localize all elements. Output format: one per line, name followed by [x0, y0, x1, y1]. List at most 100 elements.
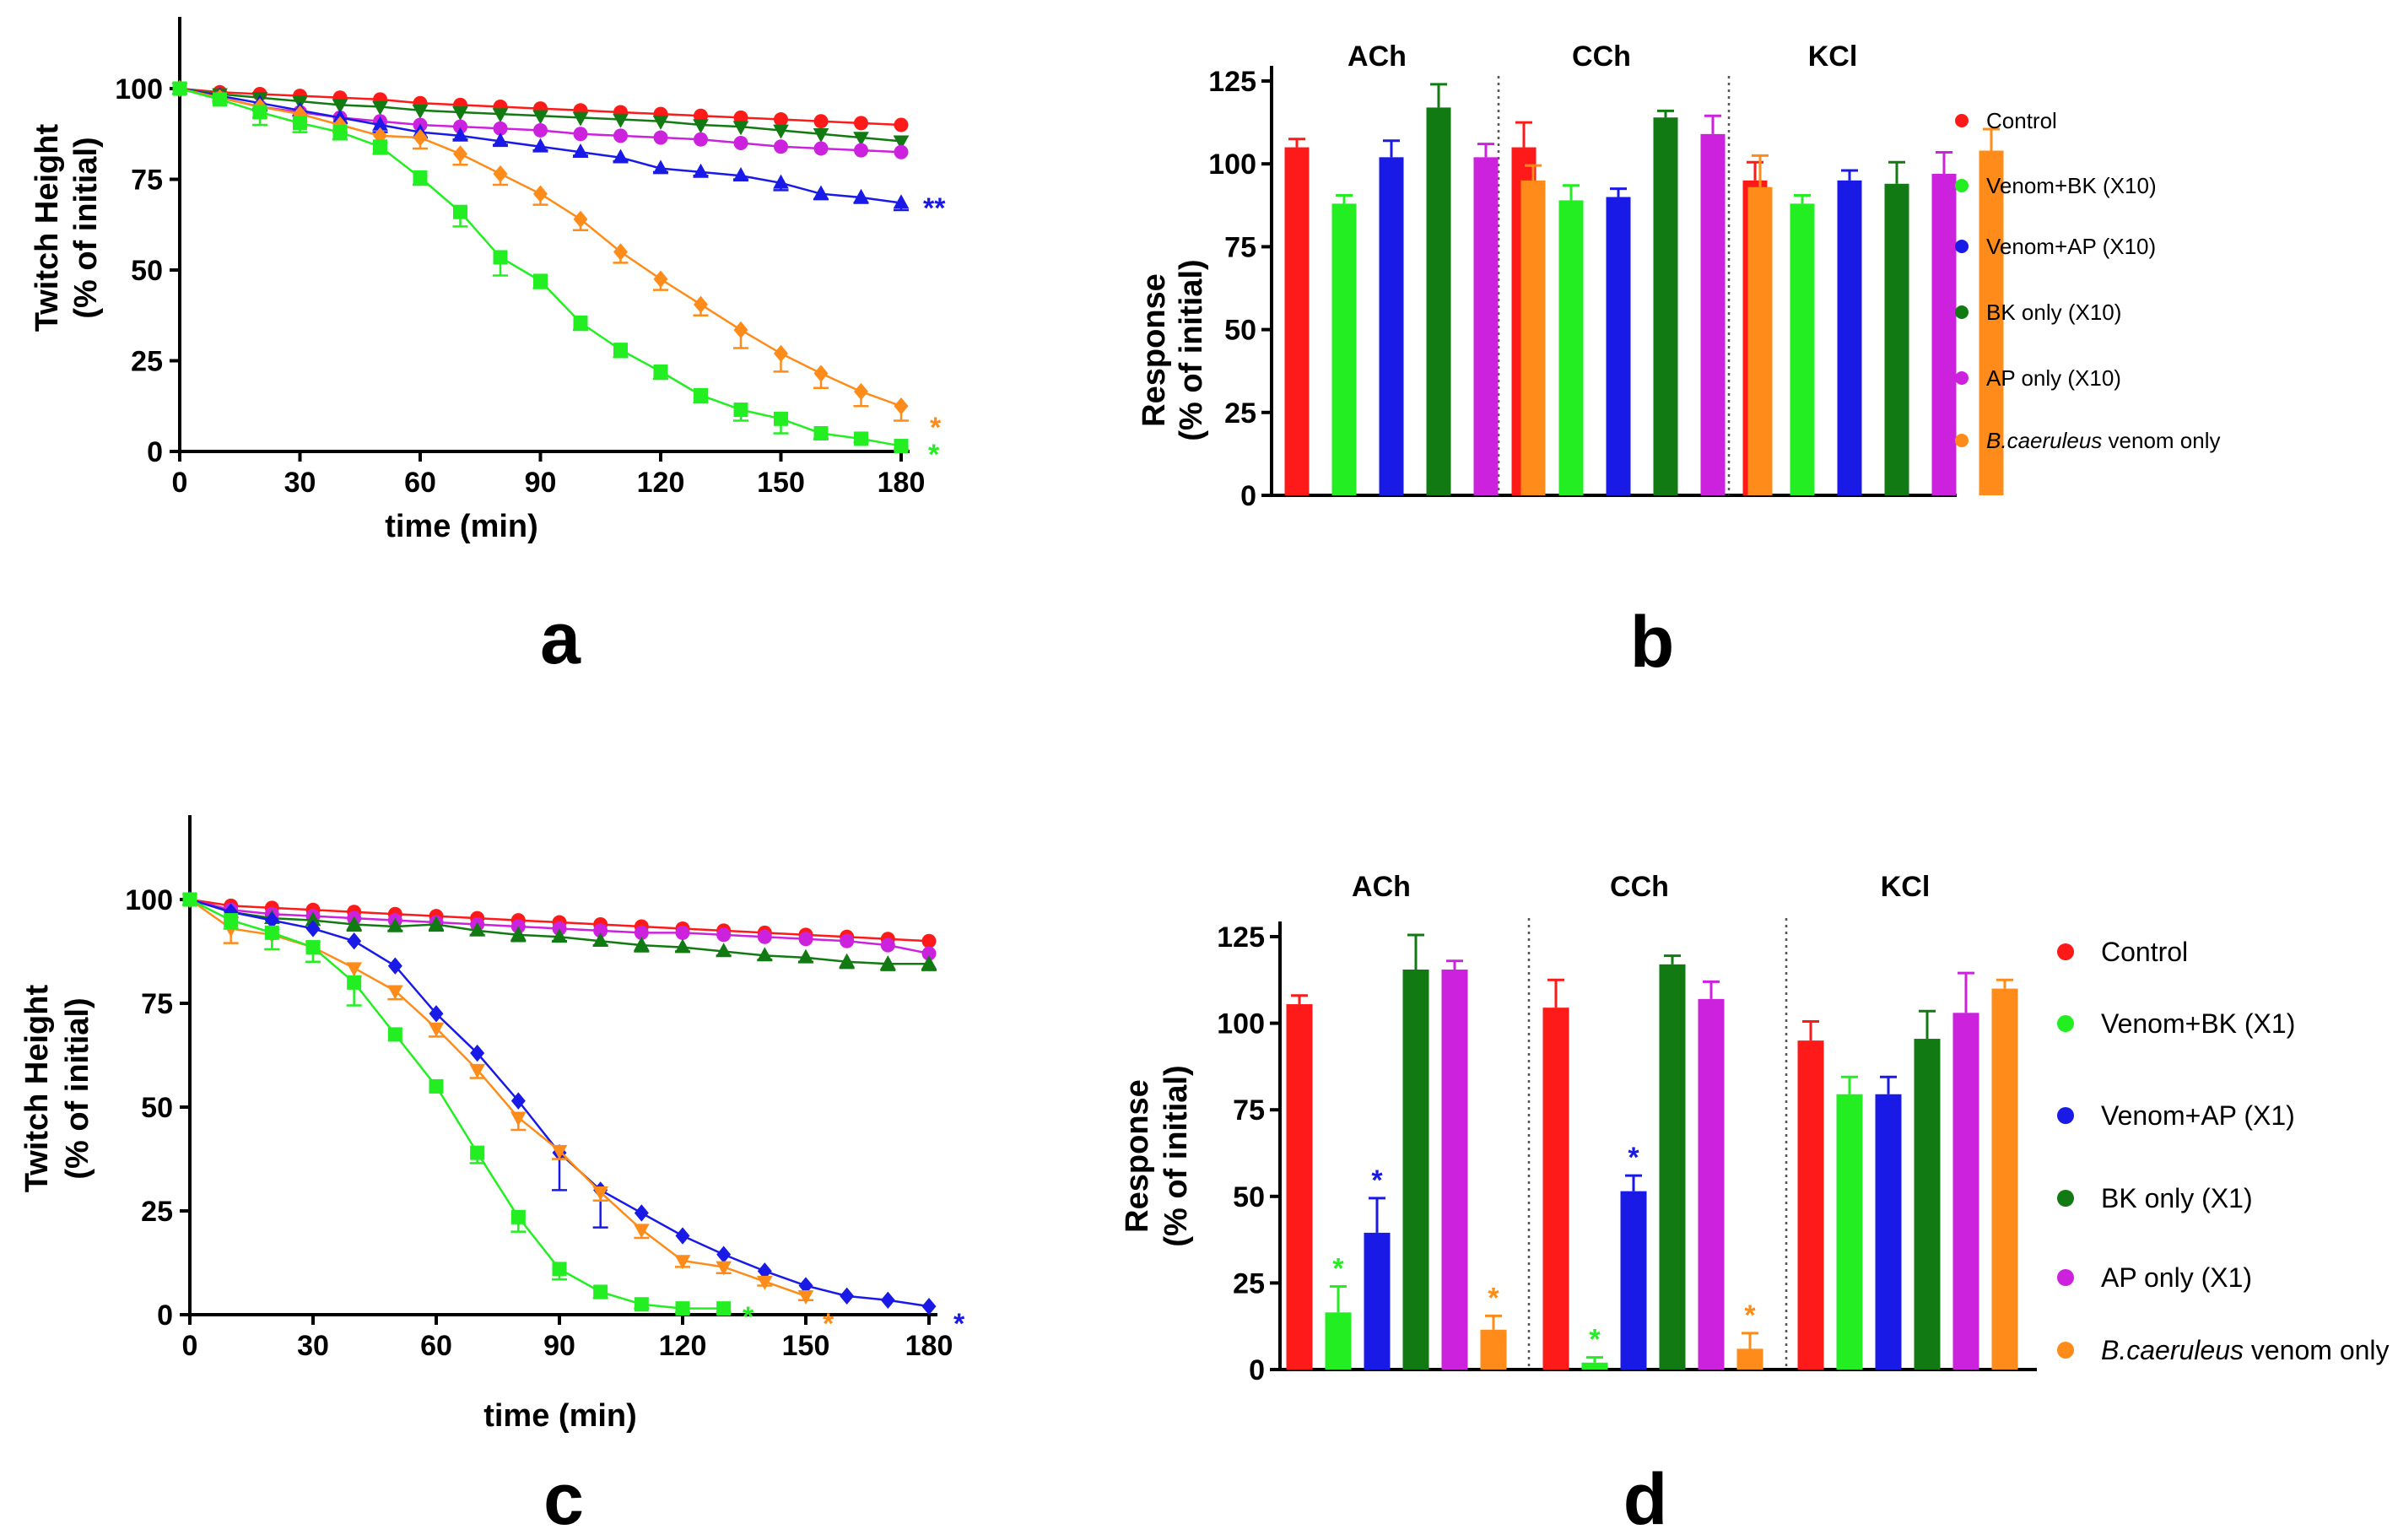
- panel-a-y-tick-label: 0: [147, 436, 163, 468]
- panel-c-data-point: [633, 1224, 650, 1239]
- panel-c-data-point: [264, 911, 279, 929]
- panel-c-significance-label: *: [743, 1301, 754, 1333]
- panel-a-data-point: [373, 139, 387, 154]
- panel-a-data-point: [372, 100, 388, 116]
- panel-c-data-point: [469, 1063, 486, 1078]
- panel-b-y-tick-label: 0: [1240, 480, 1256, 512]
- panel-c-data-point: [798, 1277, 813, 1294]
- panel-a-ylabel-line2: (% of initial): [68, 137, 104, 318]
- panel-a-data-point: [533, 185, 548, 203]
- panel-d-significance-label: *: [1589, 1324, 1601, 1356]
- panel-a-data-point: [774, 344, 788, 363]
- panel-c-data-point: [757, 1262, 772, 1280]
- panel-c-data-point: [674, 938, 691, 954]
- panel-d-bar: [1581, 1362, 1608, 1370]
- panel-a-series-4: [172, 79, 909, 422]
- panel-a-data-point: [813, 127, 829, 143]
- panel-a-data-point: [854, 116, 868, 131]
- panel-a-data-point: [332, 99, 348, 114]
- panel-a-data-point: [332, 109, 348, 124]
- panel-c-data-point: [592, 1186, 609, 1202]
- panel-b-bar: [1931, 173, 1957, 495]
- panel-c-x-tick-label: 60: [420, 1330, 452, 1362]
- panel-a-x-tick-label: 60: [404, 467, 436, 499]
- panel-d-y-tick-label: 125: [1217, 921, 1265, 954]
- panel-c-series-line: [189, 898, 930, 1308]
- panel-b-group-label: KCl: [1808, 41, 1858, 73]
- panel-d-bar: [1991, 988, 2018, 1370]
- panel-c-x-tick-label: 150: [782, 1330, 830, 1362]
- panel-c-data-point: [593, 1284, 608, 1300]
- panel-a-significance-label: *: [928, 439, 940, 471]
- panel-d-legend-marker: [2057, 1190, 2074, 1207]
- panel-b-legend-label-rest: venom only: [2102, 428, 2220, 453]
- panel-d-bar: [1952, 1013, 1979, 1370]
- panel-a-data-point: [773, 124, 789, 139]
- panel-c-data-point: [797, 948, 814, 964]
- panel-b-group-label: CCh: [1572, 41, 1631, 73]
- panel-c-data-point: [347, 975, 362, 990]
- panel-d-legend-label: Control: [2101, 937, 2188, 967]
- panel-c-series-line: [189, 898, 724, 1310]
- panel-a-data-point: [213, 92, 227, 107]
- panel-d-legend-marker: [2057, 1342, 2074, 1359]
- panel-a-data-point: [613, 113, 629, 128]
- panel-c-y-tick-label: 0: [157, 1300, 173, 1332]
- panel-a-data-point: [854, 143, 868, 158]
- panel-c-data-point: [880, 1291, 895, 1309]
- panel-a-series-5: [172, 81, 909, 454]
- panel-c-x-tick-label: 90: [543, 1330, 575, 1362]
- panel-b-y-tick-label: 75: [1224, 231, 1256, 263]
- panel-c-data-point: [634, 1297, 649, 1312]
- panel-c-ylabel-line2: (% of initial): [60, 997, 95, 1179]
- panel-b-y-tick-label: 125: [1208, 66, 1256, 98]
- panel-c-data-point: [633, 936, 650, 951]
- panel-a-data-point: [533, 273, 548, 289]
- panel-d-bar: [1797, 1040, 1824, 1370]
- panel-a-data-point: [653, 364, 668, 379]
- panel-c-data-point: [305, 940, 321, 955]
- panel-a-data-point: [453, 145, 467, 163]
- panel-a-data-point: [532, 138, 548, 153]
- panel-b-y-tick-label: 50: [1224, 315, 1256, 347]
- panel-c-data-point: [716, 943, 732, 958]
- panel-a-data-point: [774, 139, 788, 154]
- panel-c-data-point: [429, 1078, 444, 1094]
- panel-a-data-point: [694, 387, 708, 403]
- panel-c-x-tick-label: 120: [659, 1330, 707, 1362]
- panel-a-data-point: [293, 116, 307, 131]
- panel-c-data-point: [551, 1144, 568, 1159]
- panel-c-data-point: [840, 1287, 855, 1305]
- panel-a-letter: a: [540, 598, 581, 679]
- panel-c-y-tick-label: 50: [141, 1092, 173, 1124]
- panel-d-legend: Control Venom+BK (X1) Venom+AP (X1) BK only…: [2057, 937, 2390, 1365]
- panel-a-data-point: [652, 159, 669, 175]
- panel-c-data-point: [921, 1297, 937, 1316]
- panel-c-data-point: [346, 962, 363, 977]
- panel-c-data-point: [839, 953, 856, 968]
- panel-d-significance-label: *: [1744, 1300, 1756, 1332]
- panel-a-data-point: [252, 105, 267, 120]
- panel-a-data-point: [413, 170, 428, 185]
- panel-c-data-point: [716, 1246, 732, 1263]
- panel-a-data-point: [493, 165, 508, 183]
- panel-c-data-point: [552, 1262, 567, 1277]
- panel-d-y-tick-label: 25: [1233, 1267, 1265, 1300]
- panel-a-data-point: [533, 122, 548, 138]
- panel-b-legend-marker: [1955, 179, 1969, 192]
- panel-c-data-point: [224, 913, 239, 928]
- panel-d-legend-label: Venom+AP (X1): [2101, 1100, 2295, 1131]
- panel-a-data-point: [493, 250, 508, 265]
- panel-c-data-point: [756, 947, 773, 962]
- panel-b-ylabel-line1: Response: [1137, 273, 1172, 427]
- panel-d-ylabel-line1: Response: [1120, 1079, 1155, 1233]
- panel-b-legend-label: BK only (X10): [1986, 300, 2121, 325]
- panel-c-data-point: [510, 1111, 527, 1127]
- panel-a-data-point: [813, 365, 829, 382]
- panel-d-legend-marker: [2057, 943, 2074, 960]
- panel-a-data-point: [853, 132, 869, 147]
- panel-b-legend-label: Venom+BK (X10): [1986, 173, 2157, 198]
- panel-b-bar: [1747, 186, 1773, 496]
- panel-a-data-point: [853, 188, 869, 203]
- panel-d-bar: [1480, 1329, 1507, 1370]
